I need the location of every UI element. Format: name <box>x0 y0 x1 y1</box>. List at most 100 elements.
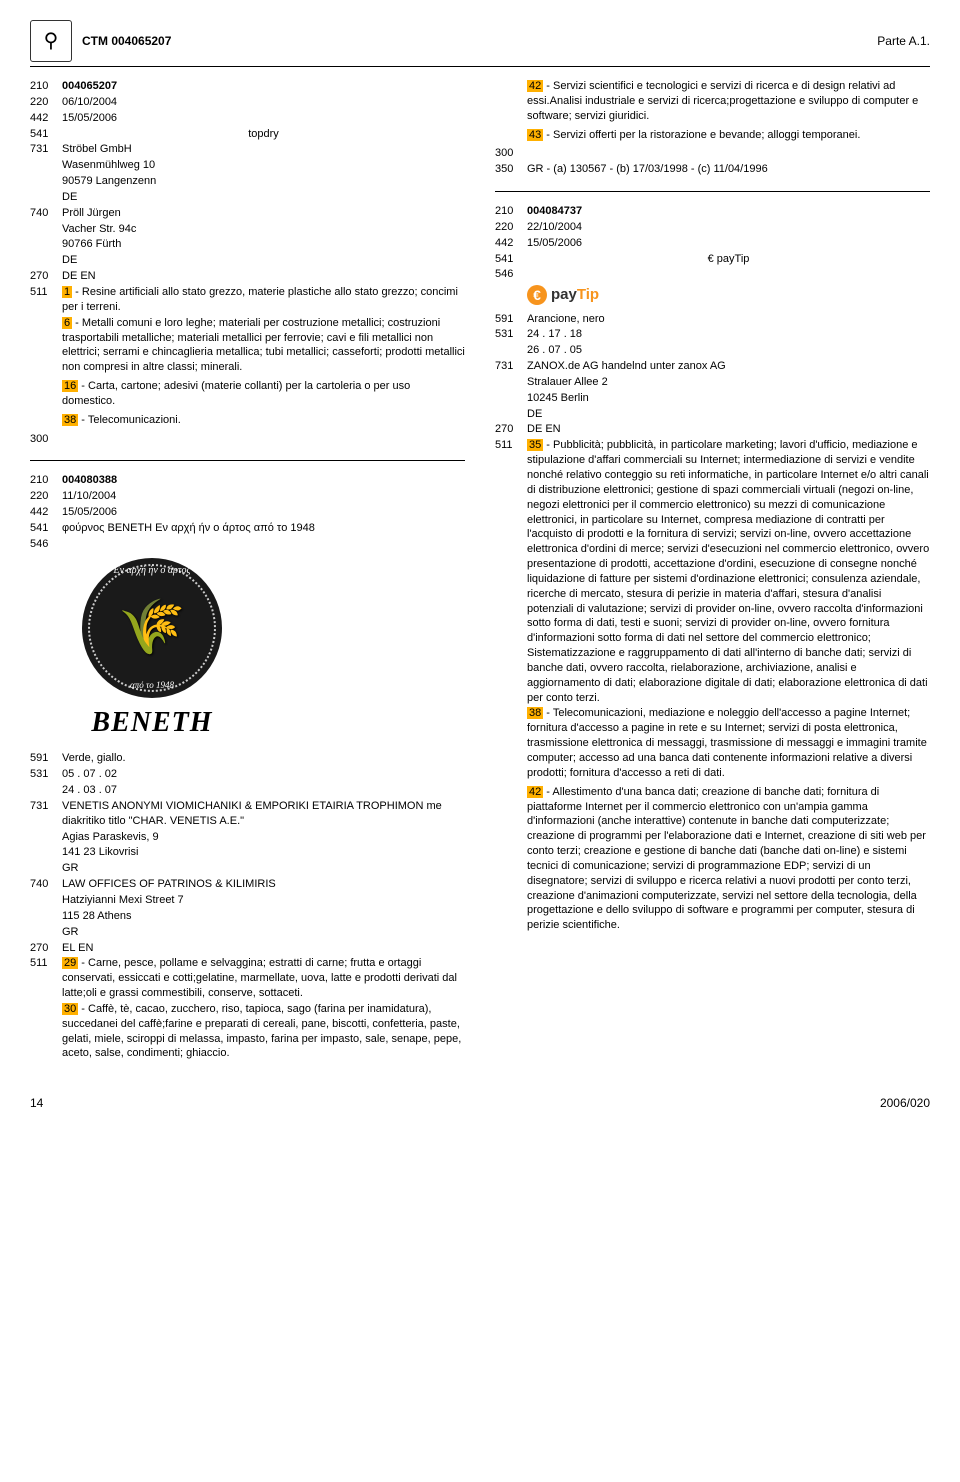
inid-code: 300 <box>495 146 527 161</box>
entry: 210004084737 22022/10/2004 44215/05/2006… <box>495 204 930 933</box>
beneth-circle-icon: Εν αρχή ήν ο άρτος 🌾 από το 1948 <box>82 558 222 698</box>
owner-name: Ströbel GmbH <box>62 142 465 157</box>
class-text: - Servizi scientifici e tecnologici e se… <box>527 80 918 122</box>
inid-code: 541 <box>30 521 62 536</box>
inid-code: 531 <box>30 767 62 782</box>
owner-addr: 10245 Berlin <box>527 391 930 406</box>
content-columns: 210004065207 22006/10/2004 44215/05/2006… <box>30 79 930 1075</box>
inid-code: 740 <box>30 877 62 892</box>
inid-code: 210 <box>30 473 62 488</box>
inid-code: 591 <box>495 312 527 327</box>
owner-name: VENETIS ANONYMI VIOMICHANIKI & EMPORIKI … <box>62 799 465 829</box>
rep-addr: Vacher Str. 94c <box>62 222 465 237</box>
owner-name: ZANOX.de AG handelnd unter zanox AG <box>527 359 930 374</box>
owner-addr: Stralauer Allee 2 <box>527 375 930 390</box>
page-header: ⚲ CTM 004065207 Parte A.1. <box>30 20 930 67</box>
class-number: 42 <box>527 80 543 92</box>
inid-code: 546 <box>30 537 62 552</box>
rep-addr: 115 28 Athens <box>62 909 465 924</box>
class-number: 30 <box>62 1003 78 1015</box>
filing-date: 22/10/2004 <box>527 220 930 235</box>
right-column: 42 - Servizi scientifici e tecnologici e… <box>495 79 930 1075</box>
owner-addr: 141 23 Likovrisi <box>62 845 465 860</box>
languages: DE EN <box>62 269 465 284</box>
entry: 210004065207 22006/10/2004 44215/05/2006… <box>30 79 465 446</box>
paytip-wordmark: payTip <box>551 285 599 305</box>
vienna-code: 24 . 17 . 18 <box>527 327 930 342</box>
header-left: ⚲ CTM 004065207 <box>30 20 171 62</box>
class-number: 29 <box>62 957 78 969</box>
class-line: 42 - Servizi scientifici e tecnologici e… <box>527 79 930 124</box>
inid-code: 531 <box>495 327 527 342</box>
inid-code: 220 <box>30 95 62 110</box>
inid-code: 220 <box>30 489 62 504</box>
owner-addr: 90579 Langenzenn <box>62 174 465 189</box>
entry: 210004080388 22011/10/2004 44215/05/2006… <box>30 473 465 1061</box>
inid-code: 731 <box>495 359 527 374</box>
rep-name: LAW OFFICES OF PATRINOS & KILIMIRIS <box>62 877 465 892</box>
class-text: - Servizi offerti per la ristorazione e … <box>543 129 860 141</box>
owner-addr: Wasenmühlweg 10 <box>62 158 465 173</box>
rep-name: Pröll Jürgen <box>62 206 465 221</box>
class-line: 6 - Metalli comuni e loro leghe; materia… <box>62 316 465 375</box>
vienna-code: 24 . 03 . 07 <box>62 783 465 798</box>
class-line: 42 - Allestimento d'una banca dati; crea… <box>527 785 930 933</box>
class-line: 29 - Carne, pesce, pollame e selvaggina;… <box>62 956 465 1001</box>
class-text: - Pubblicità; pubblicità, in particolare… <box>527 439 929 703</box>
class-text: - Carne, pesce, pollame e selvaggina; es… <box>62 957 457 999</box>
inid-code: 442 <box>495 236 527 251</box>
app-number: 004065207 <box>62 79 465 94</box>
mark-text: € payTip <box>527 252 930 267</box>
priority <box>62 432 465 447</box>
languages: DE EN <box>527 422 930 437</box>
owner-country: GR <box>62 861 465 876</box>
class-line: 1 - Resine artificiali allo stato grezzo… <box>62 285 465 315</box>
inid-code: 731 <box>30 142 62 157</box>
colors: Arancione, nero <box>527 312 930 327</box>
header-parte: Parte A.1. <box>877 33 930 49</box>
class-text: - Metalli comuni e loro leghe; materiali… <box>62 317 465 374</box>
class-number: 16 <box>62 380 78 392</box>
rep-country: GR <box>62 925 465 940</box>
class-line: 38 - Telecomunicazioni, mediazione e nol… <box>527 706 930 780</box>
owner-country: DE <box>527 407 930 422</box>
page-footer: 14 2006/020 <box>30 1095 930 1111</box>
class-text: - Caffè, tè, cacao, zucchero, riso, tapi… <box>62 1003 461 1060</box>
app-number: 004084737 <box>527 204 930 219</box>
trademark-image: € payTip <box>527 285 599 305</box>
vienna-code: 05 . 07 . 02 <box>62 767 465 782</box>
class-number: 6 <box>62 317 72 329</box>
inid-code: 442 <box>30 111 62 126</box>
inid-code: 442 <box>30 505 62 520</box>
class-number: 42 <box>527 786 543 798</box>
inid-code: 591 <box>30 751 62 766</box>
class-number: 38 <box>62 414 78 426</box>
inid-code: 511 <box>30 285 62 315</box>
rep-addr: Hatziyianni Mexi Street 7 <box>62 893 465 908</box>
separator <box>30 460 465 461</box>
inid-code: 541 <box>495 252 527 267</box>
trademark-image: Εν αρχή ήν ο άρτος 🌾 από το 1948 BENETH <box>62 558 465 742</box>
class-line: 16 - Carta, cartone; adesivi (materie co… <box>62 379 465 409</box>
class-line: 35 - Pubblicità; pubblicità, in particol… <box>527 438 930 705</box>
filing-date: 11/10/2004 <box>62 489 465 504</box>
owner-addr: Agias Paraskevis, 9 <box>62 830 465 845</box>
languages: EL EN <box>62 941 465 956</box>
class-text: - Telecomunicazioni, mediazione e nolegg… <box>527 707 927 778</box>
header-ctm: CTM 004065207 <box>82 33 171 49</box>
vienna-code: 26 . 07 . 05 <box>527 343 930 358</box>
class-text: - Resine artificiali allo stato grezzo, … <box>62 286 458 313</box>
inid-code: 740 <box>30 206 62 221</box>
seniority: GR - (a) 130567 - (b) 17/03/1998 - (c) 1… <box>527 162 930 177</box>
filing-date: 06/10/2004 <box>62 95 465 110</box>
separator <box>495 191 930 192</box>
class-line: 43 - Servizi offerti per la ristorazione… <box>527 128 930 143</box>
class-number: 1 <box>62 286 72 298</box>
inid-code: 731 <box>30 799 62 829</box>
pub-date: 15/05/2006 <box>62 111 465 126</box>
left-column: 210004065207 22006/10/2004 44215/05/2006… <box>30 79 465 1075</box>
inid-code: 350 <box>495 162 527 177</box>
issue-number: 2006/020 <box>880 1095 930 1111</box>
inid-code: 511 <box>30 956 62 1001</box>
class-number: 35 <box>527 439 543 451</box>
